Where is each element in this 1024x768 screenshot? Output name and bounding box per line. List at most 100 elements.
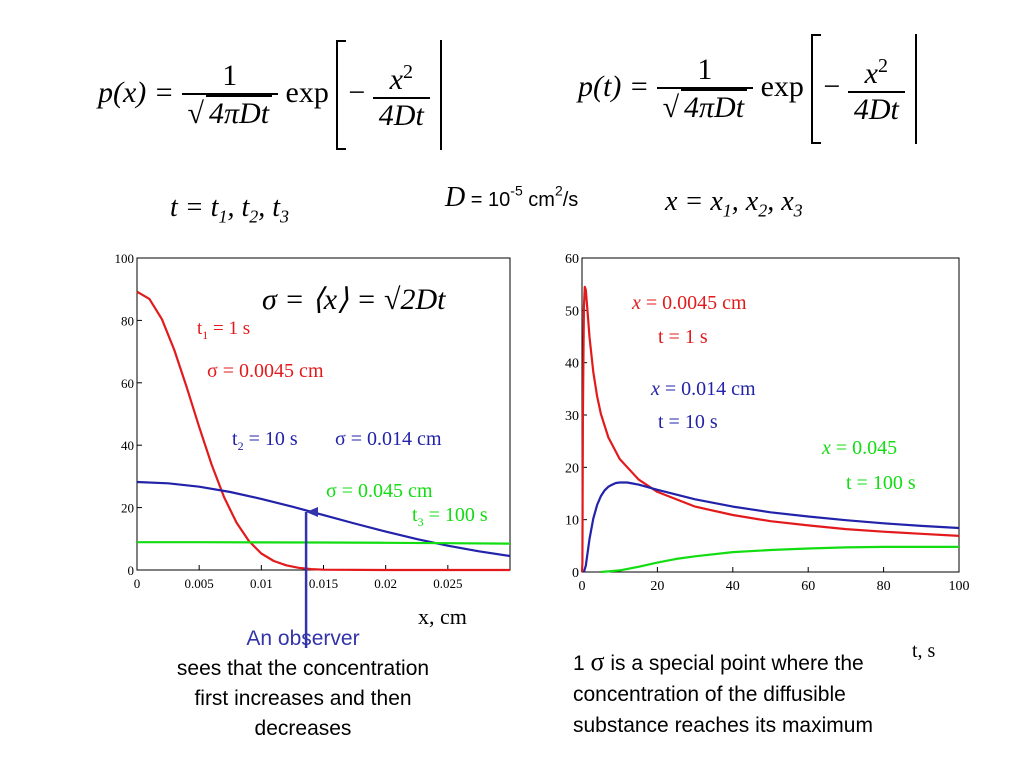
ann-t1: t1 = 1 s [197,318,250,343]
sigma-note: 1 σ is a special point where the concent… [573,646,973,741]
ann-t3-sub: 3 [417,515,424,529]
sigma-note-line-2: concentration of the diffusible [573,683,846,706]
ann-t1-val: = 1 s [208,318,251,339]
pt-fraction: 1 √ 4πDt [656,53,754,125]
y-tick-label: 50 [565,304,579,319]
x-tick-label: 60 [801,579,815,594]
x-tick-label: 0.02 [374,576,397,591]
px-inner-den: 4Dt [372,97,430,133]
d-exp: -5 [510,182,523,199]
observer-note: An observer sees that the concentration … [140,624,466,744]
d-eq: = 10 [465,189,511,211]
pt-lhs: p(t) = [578,69,657,103]
observer-title: An observer [246,627,360,650]
px-inner-num: x2 [373,61,430,97]
ann-x1-x: x [632,292,641,314]
equation-px: p(x) = 1 √ 4πDt exp − x2 4Dt [98,40,442,150]
px-denominator: √ 4πDt [181,93,279,131]
y-tick-label: 0 [572,566,579,581]
d-symbol: D [445,182,466,213]
x-tick-label: 40 [726,579,740,594]
diffusion-coefficient: D = 10-5 cm2/s [445,182,578,214]
sigma-note-line-3: substance reaches its maximum [573,714,873,737]
sigma-note-body-1: is a special point where the [604,652,864,675]
chart1-xlabel: x, cm [418,604,467,629]
ann-x3-val: = 0.045 [830,437,898,459]
px-bracket: − x2 4Dt [336,40,442,150]
px-sqrt-body: 4πDt [206,95,273,131]
y-tick-label: 40 [121,438,134,453]
pt-inner-den: 4Dt [847,91,905,127]
px-fraction: 1 √ 4πDt [181,59,279,131]
x-tick-label: 0.01 [250,576,273,591]
x-tick-label: 0.025 [433,576,462,591]
y-tick-label: 10 [565,514,579,529]
observer-line-2: first increases and then [194,687,412,710]
ann-x3: x = 0.045 [822,437,897,460]
observer-line-1: sees that the concentration [176,657,430,680]
ann-t2-val: = 10 s [243,428,298,450]
sigma-note-symbol: σ [590,647,605,676]
x-tick-label: 0 [134,576,141,591]
px-inner-fraction: x2 4Dt [372,61,430,133]
pt-numerator: 1 [697,53,713,86]
ann-t1-t: t [197,318,203,339]
ann-rt3: t = 100 s [846,472,916,494]
x-line-c: , x [767,186,794,217]
px-sq: 2 [402,61,413,84]
ann-sigma1: σ = 0.0045 cm [207,360,324,382]
ann-rt2: t = 10 s [658,411,718,433]
pt-inner-fraction: x2 4Dt [847,55,905,127]
x-tick-label: 0.015 [309,576,338,591]
sigma-note-line-1: 1 σ is a special point where the [573,646,973,679]
pt-sq: 2 [877,55,888,78]
x-tick-label: 0.005 [185,576,214,591]
y-tick-label: 60 [121,376,134,391]
ann-t1-sub: 1 [202,327,209,342]
d-unit-exp: 2 [554,182,563,199]
ann-t2-t: t [232,428,238,450]
d-unit2: /s [562,189,579,211]
series-line-green [600,545,959,574]
px-xsq: x [389,63,403,97]
sigma-formula: σ = ⟨x⟩ = √2Dt [262,283,446,316]
t-line-b: , t [227,192,250,223]
px-lhs: p(x) = [98,75,182,109]
ann-sigma3: σ = 0.045 cm [326,480,433,502]
x-tick-label: 100 [949,579,970,594]
ann-x2-x: x [651,378,660,400]
y-tick-label: 20 [121,501,134,516]
x-line-b: , x [731,186,759,217]
ann-sigma2: σ = 0.014 cm [335,428,442,450]
x-line-sub3: 3 [793,200,803,221]
pt-inner-num: x2 [848,55,905,91]
t-values-line: t = t1, t2, t3 [170,192,289,228]
ann-x1-val: = 0.0045 cm [640,292,747,314]
pt-minus: − [823,70,841,103]
px-exp: exp [285,75,329,109]
x-values-line: x = x1, x2, x3 [665,186,803,222]
y-tick-label: 60 [565,252,579,267]
series-line-blue [582,481,960,573]
ann-x2-val: = 0.014 cm [659,378,756,400]
y-tick-label: 80 [121,313,134,328]
ann-t3-t: t [412,504,418,526]
ann-t2: t2 = 10 s [232,428,298,454]
pt-xsq: x [864,57,878,91]
ann-x3-x: x [822,437,831,459]
y-tick-label: 30 [565,409,579,424]
x-line-sub1: 1 [722,200,732,221]
ann-t3-val: = 100 s [423,504,488,526]
chart-concentration-vs-distance: 0 0.005 0.01 0.015 0.02 0.025 0 20 40 60 80 100 [115,251,511,648]
ann-t3: t3 = 100 s [412,504,488,530]
chart2-xlabel: t, s [912,640,936,662]
x-tick-label: 0 [579,579,586,594]
y-tick-label: 0 [128,563,135,578]
t-line-sub1: 1 [218,206,228,227]
equation-pt: p(t) = 1 √ 4πDt exp − x2 4Dt [578,34,917,144]
pt-denominator: √ 4πDt [656,87,754,125]
series-line-blue [136,480,511,558]
pt-exp: exp [760,69,804,103]
chart-concentration-vs-time: 0 20 40 60 80 100 0 10 20 30 40 50 60 [565,252,970,594]
t-line-sub3: 3 [280,206,290,227]
